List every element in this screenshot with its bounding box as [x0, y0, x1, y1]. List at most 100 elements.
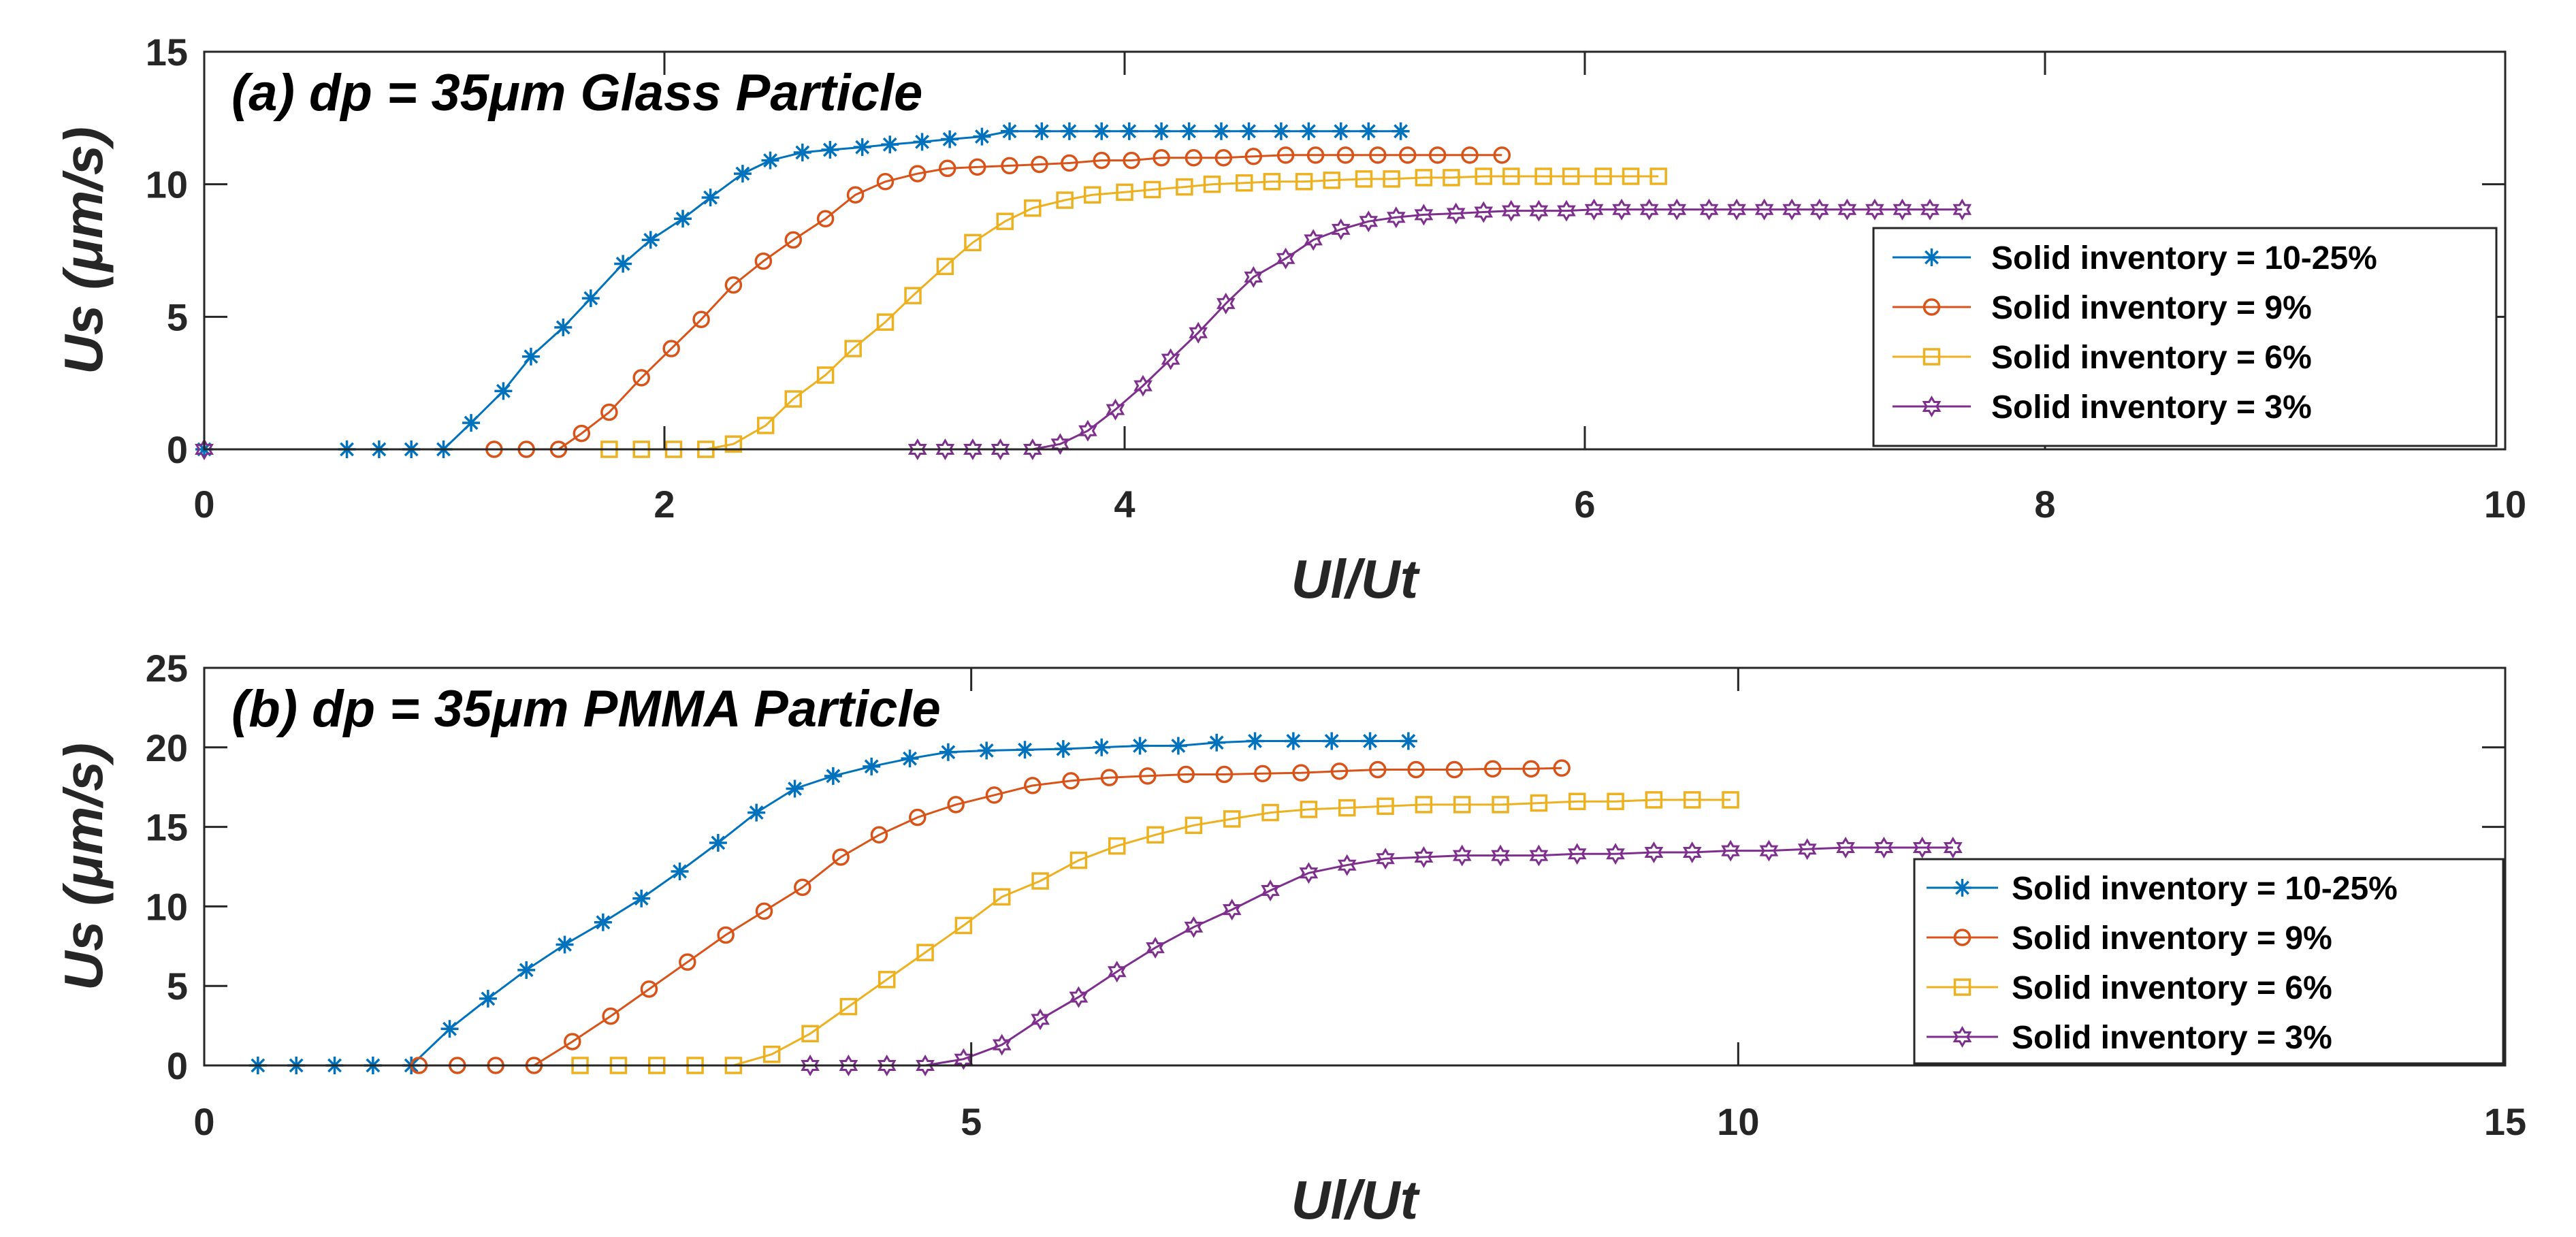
panel-a-series-3-point — [1143, 180, 1161, 199]
panel-b-series-4-point — [839, 1055, 858, 1076]
panel-b-series-4-point — [1376, 848, 1395, 870]
panel-b-series-2-point — [564, 1033, 581, 1050]
panel-a-series-3-point — [1562, 167, 1580, 185]
panel-b-series-2-point — [1254, 765, 1272, 783]
panel-b: 0 5 10 15 0 5 10 15 20 25 (b) dp = 35μm PMMA Part… — [53, 647, 2526, 1230]
panel-b-series-4-point — [1031, 1008, 1050, 1031]
panel-a-series-4-point — [1754, 198, 1774, 221]
panel-a-series-4-point — [1133, 374, 1153, 397]
panel-a-series-4-point — [1216, 292, 1236, 315]
panel-a-series-1-point — [821, 141, 839, 159]
panel-b-series-1-point — [479, 989, 497, 1008]
panel-b-series-1-point — [1361, 732, 1379, 750]
panel-a-series-1-point — [1033, 122, 1051, 140]
panel-a-series-3-point — [1056, 191, 1074, 209]
panel-b-series-4-point — [1682, 841, 1702, 864]
panel-a-series-4-point — [1474, 201, 1494, 223]
panel-b-legend: Solid inventory = 10-25% Solid inventory… — [1913, 858, 2505, 1065]
panel-a-series-3-point — [1649, 167, 1667, 185]
panel-b-legend-marker-2 — [1953, 929, 1971, 946]
panel-b-series-4-point — [1874, 837, 1894, 858]
panel-a-series-4-point — [1809, 198, 1829, 221]
panel-a-series — [195, 122, 1972, 461]
panel-a-series-4-point — [1557, 199, 1576, 222]
panel-b-series-3-point — [954, 916, 973, 935]
panel-b-series-2-point — [679, 953, 696, 971]
panel-a-title: (a) dp = 35μm Glass Particle — [231, 64, 922, 122]
panel-b-series-2-point — [1177, 765, 1195, 784]
panel-b-series-4-point — [1759, 839, 1779, 862]
panel-b-series-2-point — [717, 926, 735, 944]
panel-a-series-2-point — [1493, 146, 1511, 164]
panel-b-series-3-point — [1645, 791, 1663, 809]
panel-b-series-1-point — [709, 833, 727, 852]
panel-b-legend-marker-3 — [1953, 978, 1971, 996]
panel-b-series-2-point — [1139, 767, 1157, 785]
panel-a-series-1-point — [641, 231, 660, 249]
panel-b-series-4-point — [1529, 844, 1549, 867]
panel-b-title: (b) dp = 35μm PMMA Particle — [231, 680, 941, 738]
panel-b-series-4 — [801, 837, 1963, 1077]
panel-b-series-3-point — [1338, 799, 1356, 817]
panel-b-ticks: 0 5 10 15 0 5 10 15 20 25 — [146, 647, 2526, 1143]
panel-a-series-2-point — [846, 186, 865, 204]
panel-a-legend: Solid inventory = 10-25% Solid inventory… — [1872, 227, 2498, 447]
panel-a-series-4-point — [1161, 348, 1180, 370]
panel-a-series-1-point — [1093, 122, 1111, 140]
panel-b-series-3-line — [580, 799, 1731, 1067]
panel-b-series-1-point — [1246, 732, 1264, 750]
panel-a-series-4-point — [1667, 198, 1687, 221]
panel-a-series-2-point — [632, 369, 650, 387]
panel-b-legend-label-3: Solid inventory = 6% — [2012, 970, 2332, 1006]
panel-a-series-2-line — [494, 154, 1502, 451]
panel-b-x-tick-label: 10 — [1717, 1100, 1759, 1143]
panel-a-legend-marker-4 — [1922, 396, 1942, 417]
panel-a-series-1-point — [853, 138, 871, 157]
panel-b-x-tick-label: 15 — [2484, 1100, 2526, 1143]
panel-b-series-4-point — [1606, 843, 1625, 865]
panel-a-series-4-point — [1837, 198, 1857, 221]
panel-a-series-4-point — [1050, 433, 1070, 455]
panel-a-series-2-point — [1185, 148, 1203, 167]
panel-b-series-3-point — [1376, 797, 1394, 815]
panel-a-y-tick-label: 0 — [167, 428, 188, 471]
panel-a-x-tick-label: 10 — [2484, 483, 2526, 526]
panel-b-series-4-point — [1567, 843, 1587, 865]
panel-b-series-2-point — [1445, 760, 1464, 779]
panel-a-series-4-point — [1414, 204, 1434, 226]
panel-a-series-4-point — [1529, 199, 1549, 222]
panel-b-series-1-point — [440, 1020, 459, 1038]
panel-a-series-4-point — [1584, 198, 1604, 221]
panel-b-series-2-point — [832, 848, 850, 866]
panel-b-series-1-point — [671, 863, 689, 881]
panel-a-legend-box — [1872, 227, 2498, 447]
panel-b-series-2-point — [985, 786, 1003, 804]
panel-a-y-tick-label: 15 — [146, 31, 188, 74]
panel-a-series-4-point — [1387, 206, 1406, 229]
panel-a-series-2-point — [784, 231, 803, 249]
panel-b-series-4-point — [877, 1054, 897, 1077]
panel-a-series-4 — [195, 198, 1972, 461]
panel-b-series-1-point — [786, 780, 804, 798]
panel-b-y-tick-label: 25 — [146, 647, 188, 690]
panel-a-series-4-point — [1782, 198, 1802, 221]
panel-b-series-1-point — [632, 889, 651, 907]
panel-a-x-axis-label: Ul/Ut — [1291, 549, 1421, 609]
panel-a-series-1-point — [733, 165, 752, 183]
panel-a-series-4-point — [963, 438, 982, 460]
panel-a-series-4-point — [1106, 398, 1125, 421]
panel-b-series-4-point — [1721, 839, 1740, 862]
panel-a-y-tick-label: 10 — [146, 163, 188, 206]
panel-a-x-tick-label: 0 — [193, 483, 214, 526]
panel-b-series-2-point — [602, 1007, 619, 1025]
panel-a-series-2-point — [1153, 148, 1170, 167]
panel-a-series-1-point — [1359, 122, 1378, 140]
panel-b-series-2-point — [1369, 760, 1387, 779]
panel-a-series-3-point — [1295, 173, 1313, 191]
panel-b-legend-marker-1 — [1953, 879, 1971, 897]
panel-a-series-1-point — [1272, 122, 1290, 140]
panel-a-series-4-point — [1078, 419, 1097, 442]
panel-b-series-2-point — [1484, 760, 1502, 778]
panel-a-x-tick-label: 2 — [654, 483, 675, 526]
